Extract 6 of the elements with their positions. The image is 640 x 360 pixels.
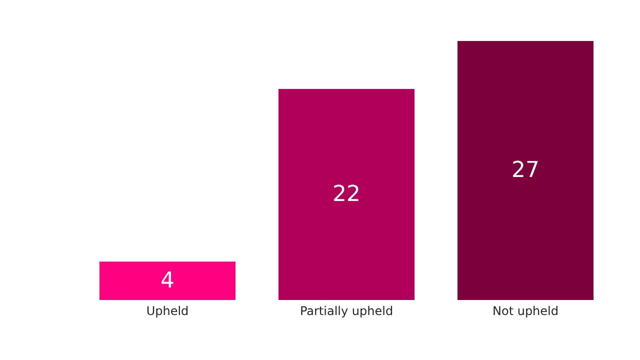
x-tick-label: Not upheld xyxy=(492,304,558,318)
data-label: 27 xyxy=(512,158,540,183)
x-tick-label: Partially upheld xyxy=(300,304,394,318)
data-label: 22 xyxy=(332,182,360,207)
x-tick-label: Upheld xyxy=(146,304,189,318)
data-label: 4 xyxy=(160,268,174,294)
